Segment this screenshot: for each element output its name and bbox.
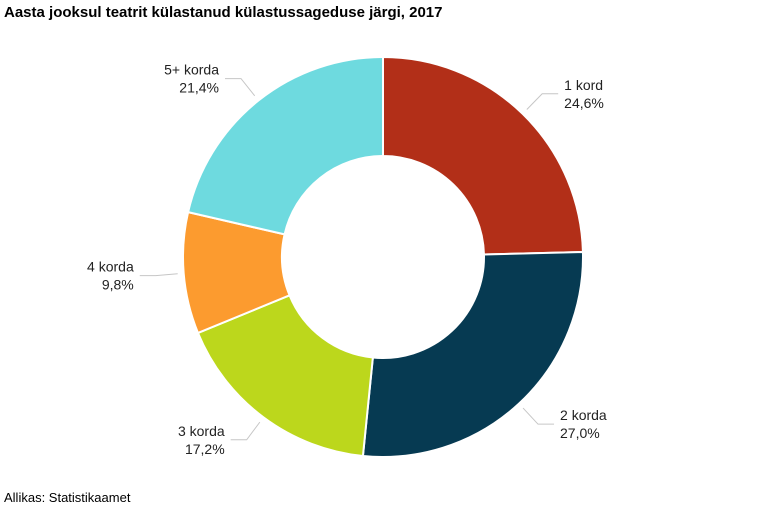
category-label-2-korda: 2 korda (560, 407, 607, 423)
leader-line-3-korda (231, 422, 260, 440)
source-note: Allikas: Statistikaamet (4, 490, 130, 505)
category-label-4-korda: 4 korda (87, 259, 134, 275)
value-label-2-korda: 27,0% (560, 425, 600, 441)
value-label-4-korda: 9,8% (102, 277, 134, 293)
slice-1-kord[interactable] (383, 57, 583, 254)
value-label-3-korda: 17,2% (185, 441, 225, 457)
leader-line-5plus-korda (225, 79, 255, 96)
value-label-5plus-korda: 21,4% (179, 80, 219, 96)
donut-chart: 1 kord 24,6% 2 korda 27,0% 3 korda 17,2% 4 kor… (0, 0, 768, 512)
value-label-1-kord: 24,6% (564, 95, 604, 111)
leader-line-2-korda (523, 408, 554, 424)
slice-2-korda[interactable] (363, 252, 583, 457)
category-label-3-korda: 3 korda (178, 423, 225, 439)
category-label-5plus-korda: 5+ korda (164, 62, 219, 78)
leader-line-4-korda (140, 274, 178, 276)
category-label-1-kord: 1 kord (564, 77, 603, 93)
leader-line-1-kord (527, 94, 558, 110)
